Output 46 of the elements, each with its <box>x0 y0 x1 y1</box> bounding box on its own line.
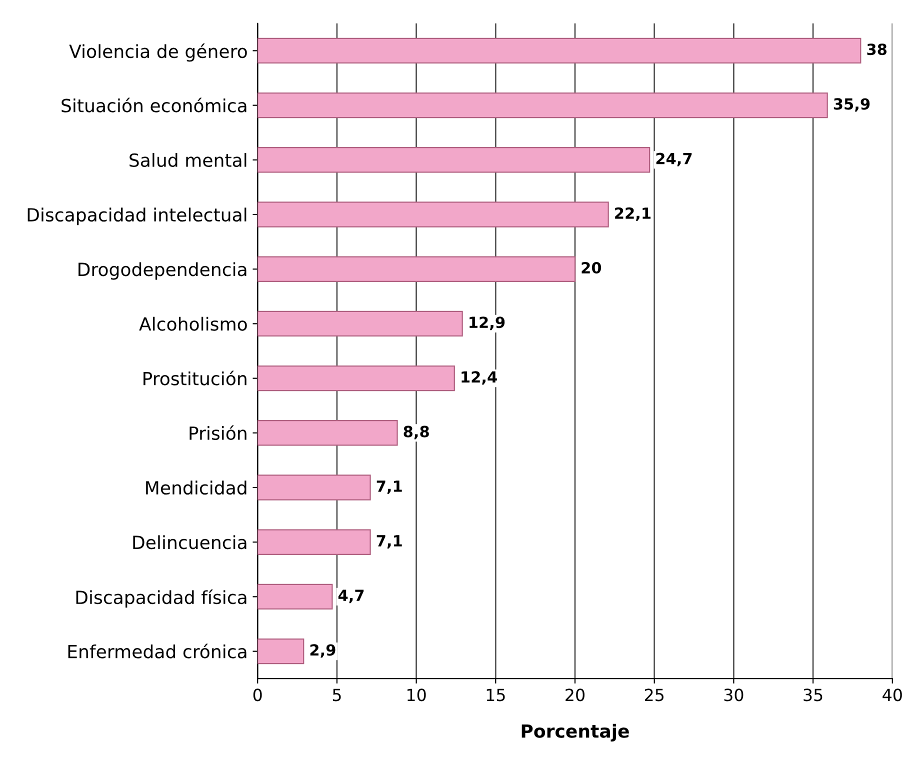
data-label: 22,1 <box>615 207 651 221</box>
y-tick-label: Salud mental <box>130 153 246 168</box>
bar <box>258 256 576 282</box>
data-label: 35,9 <box>834 98 870 112</box>
x-axis-title: Porcentaje <box>522 724 629 742</box>
x-tick-label: 5 <box>332 688 341 702</box>
y-tick-label: Alcoholismo <box>139 316 247 331</box>
x-tick-label: 0 <box>253 688 262 702</box>
x-tick-label: 30 <box>724 688 744 702</box>
y-tick-label: Drogodependencia <box>78 262 246 280</box>
y-tick-label: Enfermedad crónica <box>68 644 246 658</box>
bar <box>258 147 650 173</box>
data-label: 12,4 <box>462 371 497 385</box>
data-label: 12,9 <box>470 316 505 330</box>
data-label: 2,9 <box>310 644 336 658</box>
y-tick-label: Prisión <box>190 425 246 440</box>
bar <box>258 420 398 446</box>
bar <box>258 584 333 610</box>
y-tick-label: Mendicidad <box>146 480 246 495</box>
y-tick-label: Prostitución <box>144 370 246 386</box>
x-tick-label: 40 <box>882 688 902 702</box>
bar <box>258 365 455 392</box>
y-tick-label: Discapacidad intelectual <box>28 208 246 226</box>
bar <box>258 529 371 555</box>
y-tick-label: Situación económica <box>62 98 246 112</box>
x-tick-label: 15 <box>486 688 505 702</box>
bar <box>258 38 862 64</box>
x-tick-label: 20 <box>566 688 584 702</box>
bar <box>258 310 463 337</box>
data-label: 38 <box>867 44 887 56</box>
bar <box>258 474 371 500</box>
data-label: 20 <box>582 262 602 274</box>
bar <box>258 92 828 118</box>
bar <box>258 202 609 228</box>
y-tick-label: Violencia de género <box>69 43 247 62</box>
data-label: 4,7 <box>338 590 364 604</box>
bar <box>258 638 304 664</box>
data-label: 24,7 <box>656 152 692 166</box>
x-tick-label: 10 <box>408 688 426 702</box>
x-tick-label: 35 <box>804 688 822 702</box>
y-tick-label: Discapacidad física <box>76 589 246 608</box>
y-tick-label: Delincuencia <box>133 535 246 550</box>
x-tick-label: 25 <box>644 688 664 702</box>
data-label: 8,8 <box>404 426 429 440</box>
data-label: 7,1 <box>376 480 402 494</box>
data-label: 7,1 <box>376 535 402 548</box>
